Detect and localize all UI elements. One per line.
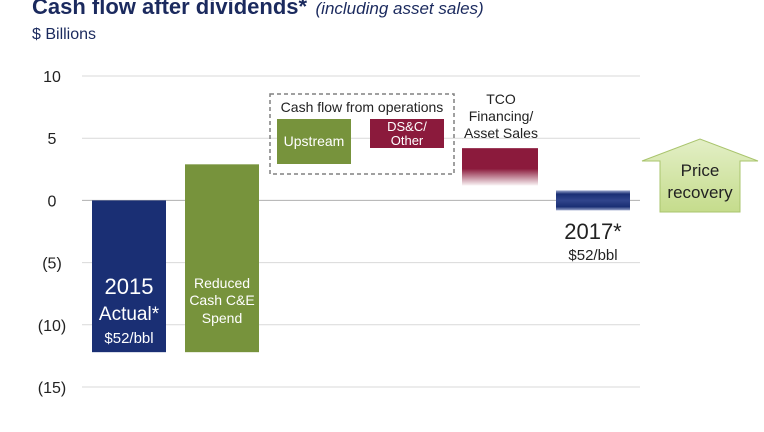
bar-tco-asset-sales bbox=[462, 148, 538, 186]
bar-label: TCO bbox=[486, 91, 516, 107]
price-recovery-label: Price bbox=[681, 161, 720, 180]
bar-2015-actual bbox=[92, 200, 166, 353]
bar-label: Asset Sales bbox=[464, 125, 538, 141]
chart-subtitle: (including asset sales) bbox=[315, 0, 484, 18]
y-tick-label: 10 bbox=[43, 69, 61, 86]
bar-label: 2017* bbox=[564, 219, 622, 244]
y-tick-label: (5) bbox=[42, 256, 62, 273]
y-tick-label: 5 bbox=[48, 131, 57, 148]
cfo-dsc-other-bar bbox=[370, 119, 444, 148]
cfo-group-title: Cash flow from operations bbox=[281, 99, 444, 115]
cfo-dsc-other-label: Other bbox=[391, 133, 424, 148]
bar-label: $52/bbl bbox=[568, 247, 617, 264]
bar-label: Financing/ bbox=[469, 108, 534, 124]
bar-label: Spend bbox=[202, 310, 242, 326]
units-label: $ Billions bbox=[32, 26, 97, 43]
y-tick-label: (15) bbox=[38, 380, 66, 397]
cfo-upstream-label: Upstream bbox=[284, 133, 345, 149]
bar-2017 bbox=[556, 190, 630, 211]
chart-title-block: Cash flow after dividends* (including as… bbox=[32, 0, 484, 20]
bar-reduced-cash-spend bbox=[185, 164, 259, 353]
chart-title: Cash flow after dividends* bbox=[32, 0, 308, 19]
bar-label: 2015 bbox=[105, 274, 154, 299]
bar-label: Cash C&E bbox=[189, 292, 254, 308]
cfo-group-box bbox=[269, 93, 455, 175]
y-tick-label: 0 bbox=[48, 193, 57, 210]
y-tick-label: (10) bbox=[38, 318, 66, 335]
bar-label: Reduced bbox=[194, 275, 250, 291]
price-recovery-arrow bbox=[641, 138, 759, 213]
cfo-upstream-bar bbox=[277, 119, 351, 164]
bar-label: Actual* bbox=[99, 304, 160, 325]
bar-label: $52/bbl bbox=[104, 330, 153, 347]
price-recovery-label: recovery bbox=[667, 183, 733, 202]
cfo-dsc-other-label: DS&C/ bbox=[387, 119, 427, 134]
